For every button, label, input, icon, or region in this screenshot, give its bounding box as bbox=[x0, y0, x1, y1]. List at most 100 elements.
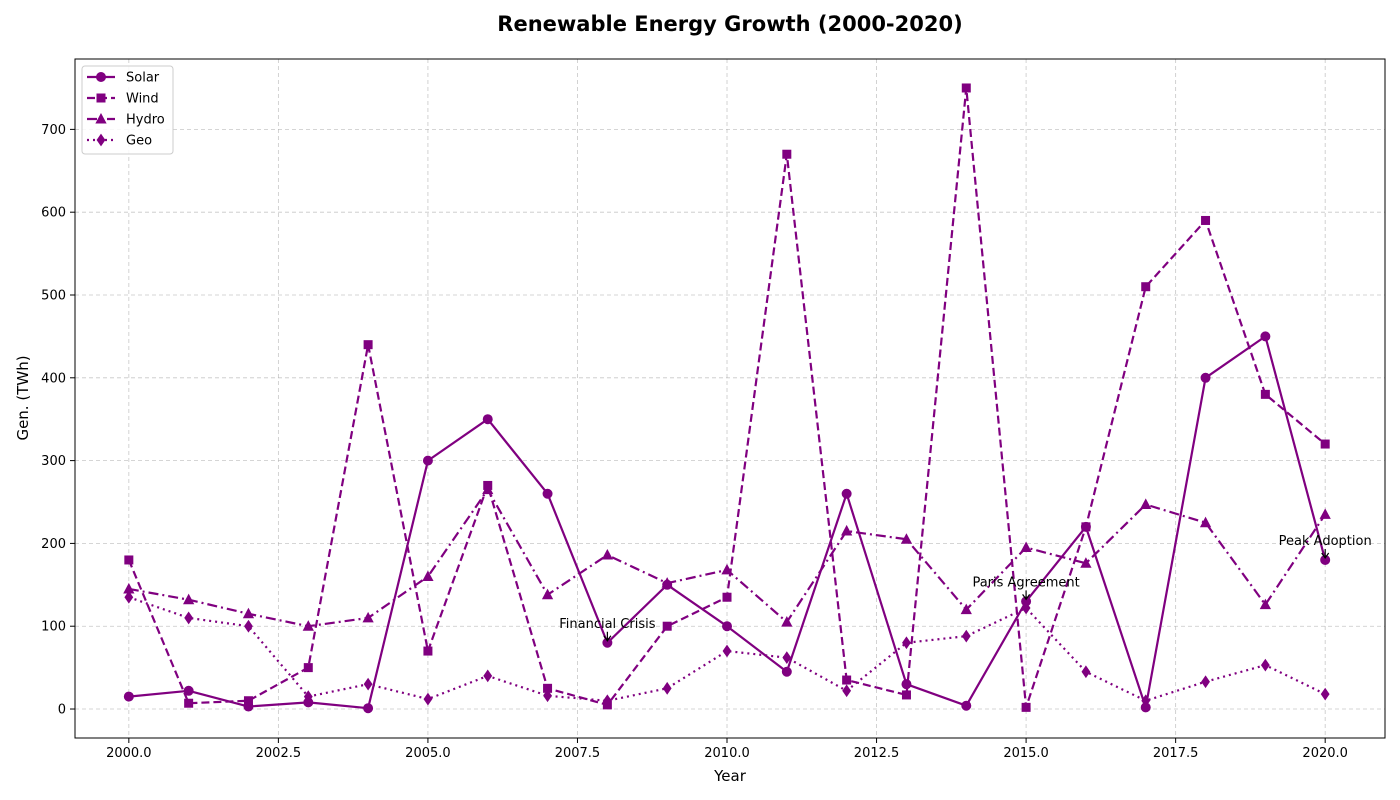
annotation-arrow-head bbox=[1321, 552, 1330, 560]
data-point-wind bbox=[303, 663, 313, 673]
x-tick-label: 2000.0 bbox=[106, 746, 152, 761]
series-layer bbox=[123, 83, 1331, 714]
legend-marker-solar bbox=[96, 72, 106, 82]
data-point-hydro bbox=[781, 616, 793, 627]
series-geo bbox=[124, 590, 1330, 708]
y-tick-label: 300 bbox=[41, 454, 66, 469]
annotation: Paris Agreement bbox=[972, 575, 1080, 601]
data-point-wind bbox=[1260, 389, 1270, 399]
legend: Solar Wind Hydro Geo bbox=[81, 65, 174, 155]
data-point-hydro bbox=[900, 533, 913, 544]
legend-box bbox=[81, 65, 174, 155]
data-point-hydro bbox=[1080, 557, 1092, 568]
legend-marker-hydro bbox=[95, 112, 107, 124]
data-point-wind bbox=[363, 340, 373, 350]
data-point-geo bbox=[1021, 601, 1031, 615]
annotation-text: Paris Agreement bbox=[972, 575, 1079, 590]
annotation-arrow-head bbox=[603, 635, 612, 642]
y-tick-label: 500 bbox=[41, 288, 66, 303]
y-tick-label: 200 bbox=[41, 537, 66, 552]
data-point-solar bbox=[123, 691, 134, 702]
data-point-wind bbox=[662, 621, 672, 631]
data-point-wind bbox=[423, 646, 433, 656]
x-tick-label: 2005.0 bbox=[405, 746, 451, 761]
legend-item-wind: Wind bbox=[87, 92, 159, 107]
data-point-geo bbox=[1141, 694, 1151, 708]
y-tick-label: 700 bbox=[41, 123, 66, 138]
legend-label-solar: Solar bbox=[126, 71, 160, 86]
data-point-hydro bbox=[541, 588, 554, 600]
data-point-geo bbox=[842, 684, 852, 698]
data-point-geo bbox=[1081, 665, 1091, 679]
data-point-hydro bbox=[422, 570, 434, 582]
legend-item-hydro: Hydro bbox=[87, 113, 165, 128]
data-point-hydro bbox=[661, 577, 673, 588]
x-tick-label: 2012.5 bbox=[854, 746, 900, 761]
data-point-geo bbox=[1320, 687, 1330, 701]
annotation-text: Financial Crisis bbox=[559, 617, 655, 632]
x-tick-label: 2002.5 bbox=[256, 746, 302, 761]
data-point-geo bbox=[782, 651, 792, 665]
data-point-wind bbox=[961, 83, 971, 93]
data-point-geo bbox=[184, 611, 194, 625]
data-point-geo bbox=[124, 590, 134, 604]
data-point-hydro bbox=[1319, 508, 1331, 519]
data-point-solar bbox=[1260, 331, 1271, 342]
data-point-geo bbox=[543, 689, 552, 703]
data-point-hydro bbox=[183, 593, 195, 605]
series-hydro bbox=[123, 483, 1331, 631]
x-tick-label: 2015.0 bbox=[1003, 746, 1049, 761]
data-point-wind bbox=[1021, 702, 1031, 712]
data-point-wind bbox=[1201, 215, 1211, 225]
annotations: Financial Crisis Paris Agreement Peak Adop… bbox=[559, 534, 1372, 642]
data-point-wind bbox=[1081, 522, 1091, 532]
legend-label-geo: Geo bbox=[126, 134, 152, 149]
data-point-hydro bbox=[362, 611, 374, 623]
data-point-geo bbox=[423, 692, 433, 706]
legend-item-solar: Solar bbox=[87, 71, 160, 86]
axis-ticks: 2000.0 2002.5 2005.0 2007.5 2010.0 2012.5 2015… bbox=[41, 123, 1348, 761]
legend-item-geo: Geo bbox=[87, 134, 152, 149]
series-solar bbox=[123, 331, 1331, 714]
data-point-geo bbox=[1201, 675, 1210, 689]
legend-label-hydro: Hydro bbox=[126, 113, 165, 128]
data-point-geo bbox=[303, 690, 313, 703]
chart-title: Renewable Energy Growth (2000-2020) bbox=[497, 12, 962, 36]
data-point-hydro bbox=[482, 483, 494, 495]
data-point-geo bbox=[961, 629, 971, 643]
y-tick-label: 400 bbox=[41, 371, 66, 386]
data-point-hydro bbox=[960, 603, 972, 615]
y-axis-label: Gen. (TWh) bbox=[14, 355, 32, 440]
y-tick-label: 600 bbox=[41, 206, 66, 221]
data-point-hydro bbox=[721, 563, 733, 575]
legend-marker-wind bbox=[96, 93, 106, 103]
data-point-hydro bbox=[1020, 541, 1032, 553]
data-point-hydro bbox=[302, 620, 314, 631]
annotation-text: Peak Adoption bbox=[1279, 534, 1372, 549]
data-point-hydro bbox=[841, 524, 853, 536]
x-tick-label: 2017.5 bbox=[1153, 746, 1199, 761]
data-point-solar bbox=[422, 455, 433, 466]
grid bbox=[75, 59, 1385, 738]
data-point-wind bbox=[124, 555, 134, 565]
data-point-wind bbox=[1141, 282, 1151, 292]
data-point-wind bbox=[1320, 439, 1330, 449]
x-axis-label: Year bbox=[713, 767, 747, 785]
data-point-hydro bbox=[1259, 598, 1271, 610]
x-tick-label: 2020.0 bbox=[1302, 746, 1348, 761]
data-point-geo bbox=[602, 694, 612, 708]
legend-marker-geo bbox=[96, 133, 106, 147]
data-point-hydro bbox=[242, 607, 255, 619]
data-point-hydro bbox=[1140, 498, 1152, 509]
data-point-geo bbox=[244, 619, 253, 633]
annotation: Peak Adoption bbox=[1279, 534, 1372, 560]
data-point-wind bbox=[782, 149, 792, 159]
data-point-solar bbox=[482, 414, 493, 425]
legend-label-wind: Wind bbox=[126, 92, 159, 107]
data-point-wind bbox=[842, 675, 852, 685]
data-point-solar bbox=[841, 488, 852, 499]
annotation: Financial Crisis bbox=[559, 617, 656, 642]
data-point-geo bbox=[662, 681, 672, 695]
data-point-geo bbox=[483, 669, 493, 683]
